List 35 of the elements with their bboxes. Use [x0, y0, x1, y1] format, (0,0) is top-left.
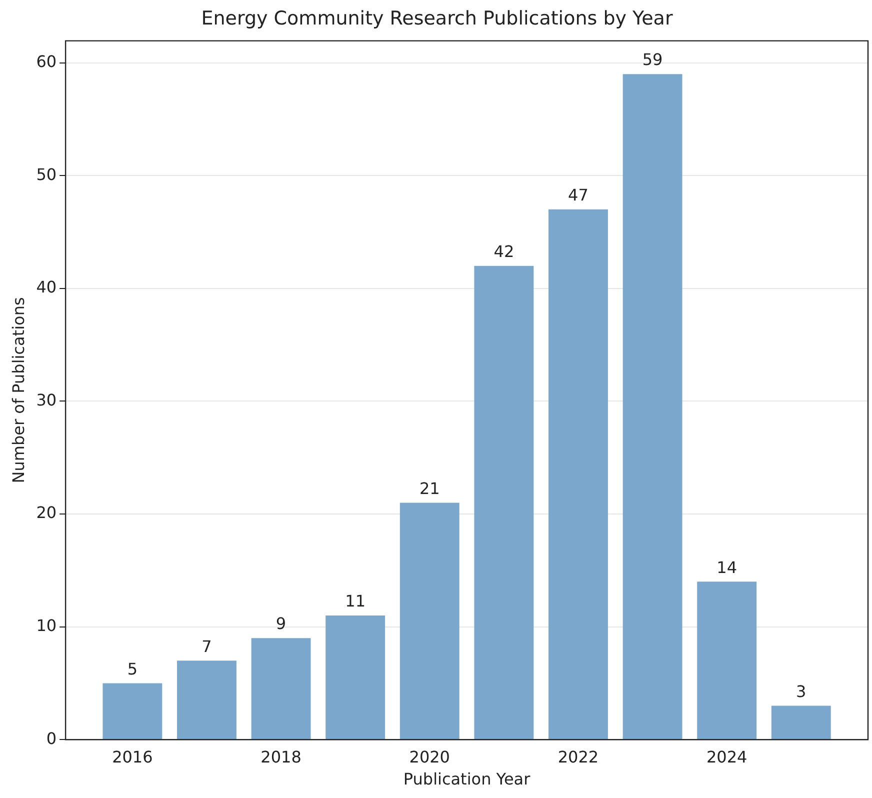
y-tick-label: 60: [36, 52, 57, 71]
bar: [622, 74, 682, 740]
bar: [474, 266, 534, 740]
data-label: 14: [716, 558, 738, 577]
bar: [102, 683, 162, 740]
chart-title: Energy Community Research Publications by Year: [201, 7, 673, 30]
y-tick-label: 40: [36, 278, 57, 297]
data-label: 5: [127, 659, 138, 678]
bar: [697, 582, 757, 740]
y-tick-label: 10: [36, 616, 57, 635]
data-label: 47: [568, 186, 588, 205]
y-tick-label: 20: [36, 503, 57, 522]
data-label: 7: [202, 636, 212, 656]
data-label: 3: [796, 682, 806, 701]
data-label: 59: [642, 50, 663, 70]
bar: [251, 638, 311, 740]
x-tick-label: 2024: [706, 747, 748, 766]
x-tick-label: 2016: [112, 747, 153, 766]
y-tick-label: 0: [46, 728, 57, 748]
bar: [548, 209, 608, 740]
x-axis-title: Publication Year: [403, 770, 531, 789]
y-axis-title: Number of Publications: [8, 297, 28, 484]
bar: [400, 502, 460, 740]
data-label: 21: [419, 478, 440, 498]
y-tick-label: 50: [36, 164, 57, 184]
x-tick-label: 2018: [260, 747, 302, 766]
bar: [177, 660, 236, 740]
data-label: 9: [276, 614, 286, 634]
bar: [326, 616, 386, 740]
bar: [771, 706, 831, 740]
data-label: 42: [494, 242, 514, 261]
x-tick-label: 2020: [409, 747, 450, 766]
x-tick-label: 2022: [558, 747, 599, 766]
data-label: 11: [345, 592, 366, 611]
y-tick-label: 30: [36, 390, 57, 410]
